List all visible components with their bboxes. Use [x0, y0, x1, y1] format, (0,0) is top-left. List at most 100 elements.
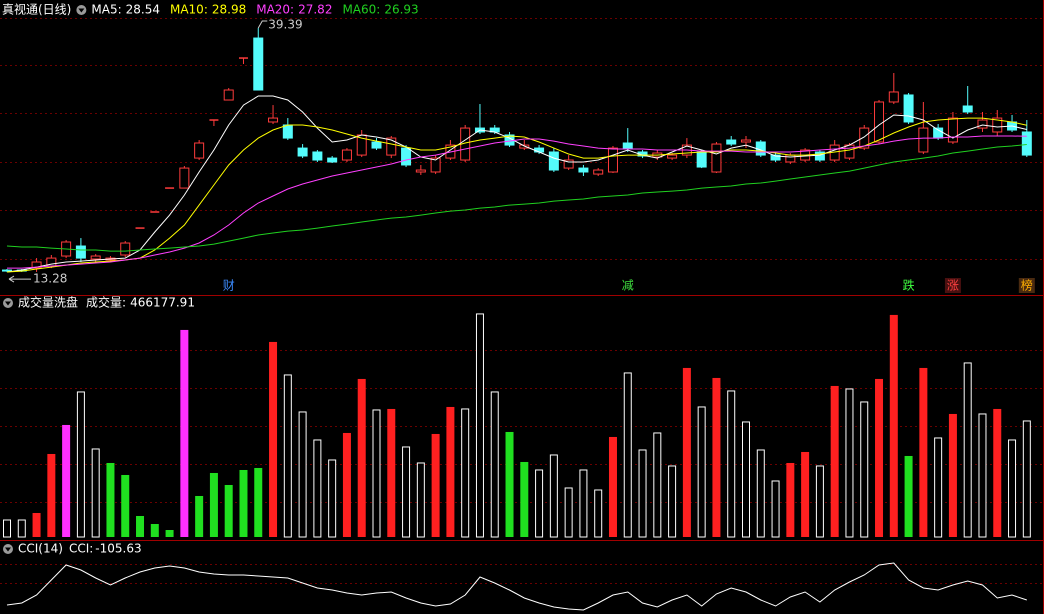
menu-icon-arrow [5, 547, 11, 552]
volume-bar [638, 449, 647, 538]
volume-bar [668, 465, 677, 538]
candle-body [519, 144, 530, 149]
low-arrow [8, 275, 31, 283]
candle-body [120, 242, 131, 256]
cci-line [6, 562, 1027, 611]
ma-line [6, 117, 1027, 273]
volume-bar [608, 436, 617, 537]
legend-label: 成交量: [86, 295, 126, 310]
volume-bar [978, 413, 987, 538]
volume-bar [165, 529, 174, 537]
candle-body [194, 142, 205, 159]
candle-body [785, 154, 796, 163]
ma-line [6, 144, 1027, 252]
panel-title: CCI(14) [18, 542, 63, 556]
candle-body [534, 147, 545, 153]
candle-body [282, 124, 293, 139]
volume-bar [697, 406, 706, 538]
volume-bar [416, 462, 425, 538]
volume-bar [535, 469, 544, 538]
candle-body [578, 167, 589, 173]
volume-bar [904, 455, 913, 537]
volume-bar [712, 377, 721, 537]
candle-body [268, 117, 279, 123]
candle-body [430, 157, 441, 173]
volume-bar [520, 461, 529, 537]
chart-title: 真视通(日线) [2, 2, 71, 17]
legend-label: CCI: [69, 542, 93, 556]
volume-bar [993, 408, 1002, 537]
volume-bar [298, 411, 307, 538]
volume-bar [830, 385, 839, 537]
legend-label: MA10: [170, 3, 208, 17]
volume-bar [254, 467, 263, 537]
volume-bar [106, 462, 115, 537]
candle-body [90, 255, 101, 260]
candle-body [75, 245, 86, 259]
volume-bar [623, 372, 632, 538]
event-marker: 跌 [903, 278, 915, 293]
candle-body [401, 147, 412, 166]
candle-body [874, 101, 885, 143]
legend-label: MA20: [256, 3, 294, 17]
candle-body [947, 117, 958, 143]
volume-bar [801, 451, 810, 537]
candle-body [888, 91, 899, 103]
event-marker: 榜 [1021, 278, 1033, 293]
volume-bar [283, 374, 292, 538]
menu-icon-arrow [78, 8, 85, 13]
legend-value: -105.63 [95, 542, 141, 556]
candle-body [312, 151, 323, 161]
volume-bar [357, 378, 366, 537]
legend-label: MA60: [342, 3, 380, 17]
candle-body [327, 157, 338, 163]
candle-body [696, 151, 707, 168]
volume-bar [446, 406, 455, 537]
candle-body [859, 127, 870, 149]
candle-body [253, 37, 264, 91]
volume-bar [17, 519, 26, 538]
candle-body [31, 261, 42, 269]
candle-body [977, 119, 988, 129]
volume-bar [372, 409, 381, 538]
candle-body [593, 169, 604, 175]
volume-bar [328, 459, 337, 538]
candle-body [1021, 131, 1032, 156]
volume-bar [948, 413, 957, 537]
volume-bar [549, 454, 558, 538]
volume-bar [579, 469, 588, 538]
legend-value: 466177.91 [130, 296, 195, 310]
volume-bar [91, 448, 100, 538]
legend-label: MA5: [91, 3, 121, 17]
candle-body [341, 149, 352, 161]
menu-icon-arrow [5, 301, 11, 306]
candle-body [814, 151, 825, 161]
volume-bar [342, 432, 351, 537]
volume-bar [889, 314, 898, 537]
low-label: 13.28 [33, 272, 67, 286]
volume-bar [3, 519, 11, 538]
candle-body [415, 169, 426, 173]
candle-body [386, 137, 397, 156]
legend-value: 28.54 [126, 3, 160, 17]
volume-bar [387, 408, 396, 537]
volume-bar [1008, 439, 1017, 538]
volume-bar [269, 341, 278, 537]
volume-bar [771, 480, 780, 538]
candle-body [992, 117, 1003, 133]
volume-bar [682, 367, 691, 537]
volume-bar [313, 439, 322, 538]
volume-bar [76, 391, 85, 538]
candle-body [622, 142, 633, 149]
volume-bar [860, 401, 869, 538]
volume-bar [224, 484, 233, 537]
high-label: 39.39 [268, 18, 302, 32]
candle-body [2, 269, 12, 272]
candle-body [962, 105, 973, 113]
high-arrow [257, 20, 268, 29]
volume-bar [742, 421, 750, 538]
volume-bar [136, 515, 145, 537]
volume-bar [815, 465, 824, 538]
volume-bar [505, 431, 514, 537]
